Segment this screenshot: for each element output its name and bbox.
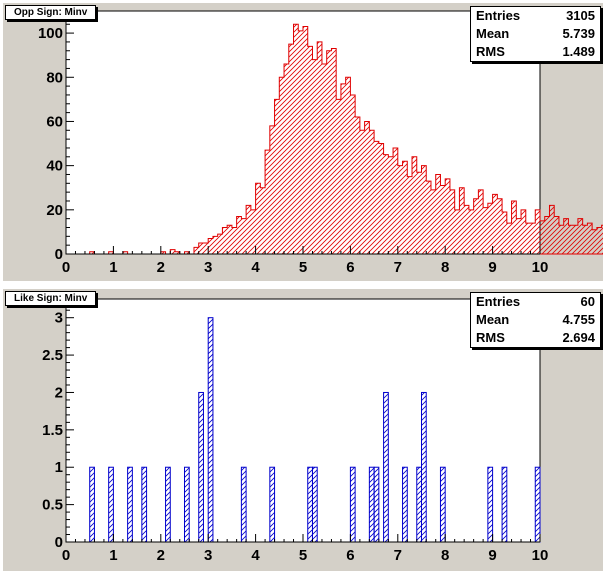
histogram-bar <box>349 466 356 543</box>
stats-label: Entries <box>476 294 521 309</box>
x-tick-label: 4 <box>251 259 260 276</box>
histogram-bar <box>534 466 541 543</box>
plot-frame <box>65 298 541 543</box>
x-tick-label: 2 <box>157 259 165 276</box>
stats-label: Entries <box>476 8 521 23</box>
y-tick-label: 1.5 <box>42 422 63 439</box>
like-sign-title: Like Sign: Minv <box>5 291 97 306</box>
stats-row-mean: Mean 5.739 <box>471 25 600 43</box>
stats-label: RMS <box>476 330 505 345</box>
axes: 0 1 2 3 4 5 6 7 8 9 10 0 0.5 1 1.5 2 2.5 3 <box>42 299 548 564</box>
y-tick-label: 100 <box>38 25 63 42</box>
histogram-bar <box>373 466 380 543</box>
stats-row-rms: RMS 2.694 <box>471 329 600 347</box>
like-sign-histogram: 0 1 2 3 4 5 6 7 8 9 10 0 0.5 1 1.5 2 2.5 3 <box>42 298 548 564</box>
stats-value: 5.739 <box>562 26 595 41</box>
x-tick-label: 1 <box>109 259 117 276</box>
histogram-bar <box>439 466 446 543</box>
histogram-bar <box>307 466 313 543</box>
x-tick-label: 5 <box>299 259 307 276</box>
stats-label: Mean <box>476 26 510 41</box>
y-tick-label: 2 <box>55 384 63 401</box>
stats-value: 60 <box>580 294 595 309</box>
x-tick-label: 10 <box>532 259 549 276</box>
x-tick-label: 4 <box>251 547 260 564</box>
histogram-bar <box>416 466 423 543</box>
opp-sign-pad: 0 1 2 3 4 5 6 7 8 9 10 0 20 40 60 80 100 Opp Sign: Minv … <box>3 3 603 281</box>
x-tick-label: 0 <box>62 547 70 564</box>
histogram-bar <box>383 391 389 543</box>
histogram-bar <box>108 466 114 543</box>
stats-value: 1.489 <box>562 44 595 59</box>
histogram-bar <box>311 466 318 543</box>
opp-sign-stats-box: Entries 3105 Mean 5.739 RMS 1.489 <box>470 6 601 62</box>
like-sign-pad: 0 1 2 3 4 5 6 7 8 9 10 0 0.5 1 1.5 2 2.5 3 Like Sign: Min… <box>3 289 603 571</box>
x-tick-label: 9 <box>488 259 496 276</box>
y-tick-label: 0 <box>55 534 63 551</box>
stats-label: Mean <box>476 312 510 327</box>
histogram-bar <box>501 466 508 543</box>
histogram-bar <box>421 391 427 543</box>
y-tick-label: 40 <box>46 158 63 175</box>
stats-row-entries: Entries 60 <box>471 293 600 311</box>
opp-sign-title: Opp Sign: Minv <box>5 5 97 20</box>
x-tick-label: 3 <box>204 547 212 564</box>
x-tick-label: 2 <box>157 547 165 564</box>
stats-value: 2.694 <box>562 330 595 345</box>
stats-value: 4.755 <box>562 312 595 327</box>
histogram-bar <box>127 466 133 543</box>
y-tick-label: 60 <box>46 113 63 130</box>
histogram-bar <box>269 466 276 543</box>
y-tick-label: 1 <box>55 459 63 476</box>
like-sign-stats-box: Entries 60 Mean 4.755 RMS 2.694 <box>470 292 601 348</box>
y-tick-label: 20 <box>46 202 63 219</box>
y-tick-label: 2.5 <box>42 347 63 364</box>
histogram-bar <box>207 317 214 543</box>
x-tick-label: 10 <box>532 547 549 564</box>
stats-row-entries: Entries 3105 <box>471 7 600 25</box>
x-tick-label: 8 <box>441 259 449 276</box>
stats-row-rms: RMS 1.489 <box>471 43 600 61</box>
x-tick-label: 1 <box>109 547 117 564</box>
histogram-bar <box>198 391 204 543</box>
histogram-bar <box>141 466 148 543</box>
x-tick-label: 0 <box>62 259 70 276</box>
x-tick-label: 3 <box>204 259 212 276</box>
x-tick-label: 6 <box>346 547 354 564</box>
x-tick-label: 6 <box>346 259 354 276</box>
histogram-bar <box>89 466 95 543</box>
histogram-bar <box>184 466 190 543</box>
histogram-bar <box>402 466 408 543</box>
y-tick-label: 3 <box>55 310 63 327</box>
y-tick-label: 80 <box>46 69 63 86</box>
stats-value: 3105 <box>566 8 595 23</box>
x-tick-label: 5 <box>299 547 307 564</box>
histogram-bar <box>165 466 171 543</box>
stats-row-mean: Mean 4.755 <box>471 311 600 329</box>
histogram-bar <box>487 466 494 543</box>
histogram-bar <box>240 466 247 543</box>
x-tick-label: 8 <box>441 547 449 564</box>
x-tick-label: 7 <box>394 259 402 276</box>
histogram-bar <box>368 466 375 543</box>
x-tick-label: 9 <box>488 547 496 564</box>
y-tick-label: 0 <box>55 246 63 263</box>
stats-label: RMS <box>476 44 505 59</box>
y-tick-label: 0.5 <box>42 497 63 514</box>
histogram-series <box>66 23 603 255</box>
x-tick-label: 7 <box>394 547 402 564</box>
